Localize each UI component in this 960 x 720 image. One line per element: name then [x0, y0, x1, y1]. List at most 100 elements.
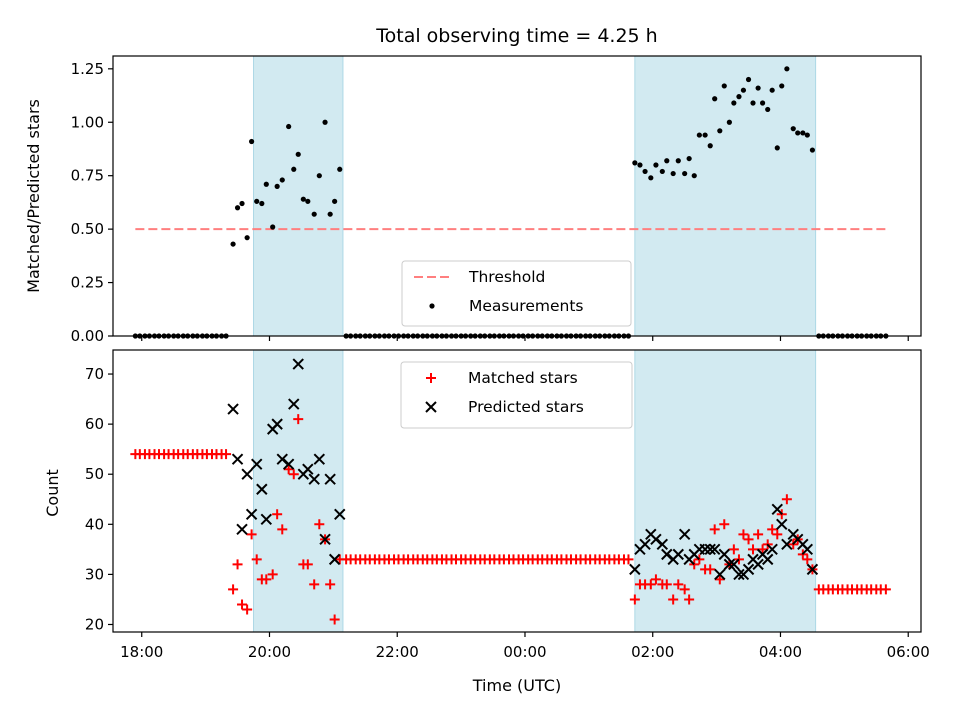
measurement-point: [249, 138, 255, 145]
measurement-point: [263, 181, 269, 187]
y-tick-label: 50: [85, 465, 104, 483]
matched-star-point: [679, 584, 690, 595]
matched-star-point: [757, 544, 768, 555]
predicted-star-point: [256, 483, 268, 495]
matched-star-point: [684, 594, 695, 605]
measurement-point: [804, 132, 810, 138]
matched-star-point: [743, 534, 754, 545]
measurement-point: [800, 130, 806, 136]
predicted-star-point: [752, 558, 764, 571]
matched-star-point: [733, 554, 744, 565]
predicted-star-point: [742, 563, 755, 576]
top-panel: 0.00 0.25 0.50 0.75 1.00 1.25 Matched/Predict…: [24, 55, 922, 345]
matched-star-point: [242, 604, 253, 615]
matched-star-point: [272, 509, 283, 520]
measurement-point: [745, 76, 752, 83]
predicted-star-point: [699, 543, 711, 556]
predicted-star-point: [251, 458, 263, 470]
predicted-star-point: [704, 543, 716, 556]
predicted-star-point: [678, 528, 691, 541]
measurement-point: [239, 200, 245, 207]
matched-star-point: [668, 594, 679, 605]
x-tick-label: 02:00: [631, 643, 674, 661]
y-tick-label: 70: [85, 365, 104, 383]
matched-star-point: [705, 564, 716, 575]
measurement-point: [254, 198, 260, 204]
measurement-point: [774, 145, 780, 151]
matched-star-point: [719, 519, 730, 530]
y-tick-label: 20: [85, 615, 104, 633]
measurement-point: [721, 83, 727, 89]
predicted-star-point: [761, 553, 774, 566]
predicted-star-point: [639, 538, 651, 551]
predicted-star-point: [260, 513, 273, 526]
measurement-point: [759, 100, 766, 106]
predicted-star-point: [231, 453, 244, 465]
y-tick-label: 30: [85, 565, 104, 583]
matched-star-point: [314, 519, 325, 530]
predicted-star-point: [292, 358, 304, 370]
y-tick-label: 0.25: [71, 274, 104, 292]
shaded-interval: [634, 349, 817, 633]
x-tick-label: 22:00: [376, 643, 419, 661]
measurement-point: [300, 196, 306, 202]
predicted-star-point: [806, 563, 819, 576]
bottom-legend: Matched stars Predicted stars: [400, 361, 633, 429]
y-tick-label: 0.00: [71, 327, 104, 345]
x-tick-label: 00:00: [503, 643, 546, 661]
matched-star-point: [753, 529, 764, 540]
x-tick-label: 06:00: [887, 643, 930, 661]
x-tick-label: 04:00: [759, 643, 802, 661]
measurement-point: [295, 151, 301, 157]
measurement-point: [790, 126, 796, 132]
matched-star-point: [689, 559, 700, 570]
bottom-axes: 20 30 40 50 60 70 18:00 20:00 22:00 00:00 02:00 04:…: [85, 349, 930, 661]
measurement-point: [736, 94, 742, 100]
predicted-star-point: [282, 458, 295, 470]
predicted-star-point: [302, 463, 314, 475]
legend-measurement-swatch: [429, 303, 435, 309]
measurement-point: [234, 205, 241, 211]
shaded-interval: [253, 349, 344, 633]
matched-star-point: [781, 494, 792, 505]
matched-star-point: [293, 414, 304, 425]
measurement-point: [795, 130, 801, 136]
predicted-star-point: [324, 473, 336, 485]
matched-star-point: [673, 579, 684, 590]
x-tick-label: 20:00: [248, 643, 291, 661]
matched-star-point: [232, 559, 243, 570]
predicted-star-point: [334, 508, 346, 520]
measurement-point: [740, 87, 747, 93]
bottom-panel: 20 30 40 50 60 70 18:00 20:00 22:00 00:00 02:00 04:…: [43, 349, 930, 695]
matched-star-point: [661, 579, 672, 590]
y-tick-label: 0.50: [71, 220, 104, 238]
measurement-point: [664, 158, 670, 164]
measurement-point: [675, 158, 681, 164]
y-tick-label: 60: [85, 415, 104, 433]
top-axes: 0.00 0.25 0.50 0.75 1.00 1.25: [71, 55, 922, 345]
measurement-point: [765, 106, 771, 113]
matched-star-point: [728, 544, 739, 555]
predicted-star-point: [801, 543, 814, 556]
predicted-star-point: [733, 568, 745, 581]
measurement-point: [682, 170, 688, 177]
predicted-star-point: [708, 543, 721, 556]
matched-star-point: [802, 554, 813, 565]
measurement-point: [670, 170, 676, 177]
measurement-point: [311, 211, 317, 217]
matched-star-point: [251, 554, 262, 565]
x-tick-label: 18:00: [120, 643, 163, 661]
legend-entry-label: Measurements: [469, 297, 584, 315]
measurement-point: [274, 183, 280, 189]
predicted-star-point: [766, 543, 778, 556]
legend-matched-swatch: [426, 373, 436, 383]
matched-star-point: [261, 574, 272, 585]
top-legend: Threshold Measurements: [401, 260, 632, 327]
matched-star-point: [309, 579, 320, 590]
measurement-point: [696, 132, 702, 138]
matched-star-point: [237, 599, 248, 610]
predicted-star-point: [308, 473, 320, 485]
measurement-point: [686, 155, 692, 162]
y-tick-label: 1.00: [71, 113, 104, 131]
measurement-point: [707, 143, 713, 149]
